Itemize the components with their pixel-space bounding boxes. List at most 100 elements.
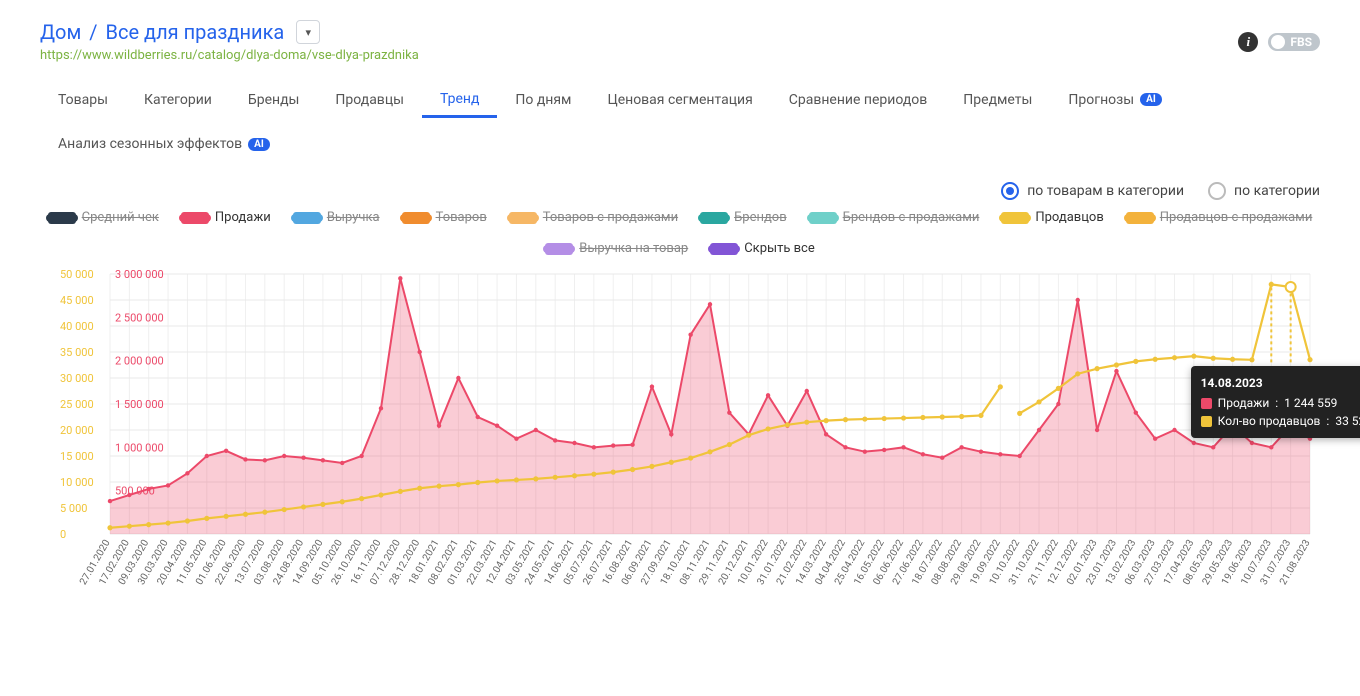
tab-бренды[interactable]: Бренды xyxy=(230,81,318,118)
legend-swatch-icon xyxy=(402,212,430,224)
svg-text:25 000: 25 000 xyxy=(60,398,94,411)
tooltip-sellers-label: Кол-во продавцов xyxy=(1218,412,1321,430)
svg-text:10 000: 10 000 xyxy=(60,476,94,489)
svg-text:15 000: 15 000 xyxy=(60,450,94,463)
legend-item[interactable]: Товаров с продажами xyxy=(509,210,678,225)
tab-label: Бренды xyxy=(248,92,300,108)
tab-тренд[interactable]: Тренд xyxy=(422,81,497,118)
legend-label: Продавцов xyxy=(1035,210,1103,225)
chart-tooltip: 14.08.2023 Продажи: 1 244 559 Кол-во про… xyxy=(1191,366,1360,438)
svg-text:2 000 000: 2 000 000 xyxy=(115,355,164,368)
svg-text:20 000: 20 000 xyxy=(60,424,94,437)
svg-text:50 000: 50 000 xyxy=(60,268,94,281)
svg-text:35 000: 35 000 xyxy=(60,346,94,359)
ai-badge: AI xyxy=(1140,93,1162,106)
fbs-toggle[interactable]: FBS xyxy=(1268,33,1320,51)
tab-сравнение-периодов[interactable]: Сравнение периодов xyxy=(771,81,946,118)
ai-badge: AI xyxy=(248,138,270,151)
tooltip-sellers-value: 33 527 xyxy=(1335,412,1360,430)
tooltip-sales-label: Продажи xyxy=(1218,394,1270,412)
legend-label: Продавцов с продажами xyxy=(1160,210,1313,225)
fbs-label: FBS xyxy=(1290,35,1312,49)
tab-label: Тренд xyxy=(440,91,479,107)
category-url[interactable]: https://www.wildberries.ru/catalog/dlya-… xyxy=(40,48,419,63)
breadcrumb-sep: / xyxy=(89,20,97,44)
tab-по-дням[interactable]: По дням xyxy=(497,81,589,118)
legend-swatch-icon xyxy=(1001,212,1029,224)
svg-text:3 000 000: 3 000 000 xyxy=(115,268,164,281)
tabs: Товары Категории Бренды Продавцы Тренд По дня… xyxy=(40,81,1320,162)
tooltip-row-sellers: Кол-во продавцов: 33 527 xyxy=(1201,412,1360,430)
tooltip-row-sales: Продажи: 1 244 559 xyxy=(1201,394,1360,412)
svg-text:1 000 000: 1 000 000 xyxy=(115,441,164,454)
legend-swatch-icon xyxy=(509,212,537,224)
tab-ценовая-сегментация[interactable]: Ценовая сегментация xyxy=(589,81,770,118)
tab-label: Продавцы xyxy=(335,92,404,108)
svg-text:5 000: 5 000 xyxy=(60,502,87,515)
header-right: i FBS xyxy=(1238,32,1320,52)
breadcrumb-dropdown[interactable]: ▾ xyxy=(296,20,320,44)
legend-label: Брендов с продажами xyxy=(843,210,980,225)
legend-swatch-icon xyxy=(48,212,76,224)
tab-продавцы[interactable]: Продавцы xyxy=(317,81,422,118)
legend-swatch-icon xyxy=(181,212,209,224)
legend-label: Брендов xyxy=(734,210,787,225)
tab-анализ-сезонных-эффектов[interactable]: Анализ сезонных эффектов AI xyxy=(40,126,288,162)
chart-legend: Средний чек Продажи Выручка Товаров Товаров … xyxy=(40,210,1320,256)
tab-прогнозы[interactable]: Прогнозы AI xyxy=(1050,81,1179,118)
tab-label: Категории xyxy=(144,92,212,108)
legend-item[interactable]: Выручка на товар xyxy=(545,241,688,256)
legend-item[interactable]: Товаров xyxy=(402,210,487,225)
legend-item[interactable]: Скрыть все xyxy=(710,241,815,256)
svg-text:30 000: 30 000 xyxy=(60,372,94,385)
tooltip-swatch-icon xyxy=(1201,416,1212,427)
legend-label: Скрыть все xyxy=(744,241,815,256)
legend-item[interactable]: Средний чек xyxy=(48,210,159,225)
toggle-knob-icon xyxy=(1271,35,1285,49)
legend-item[interactable]: Продавцов с продажами xyxy=(1126,210,1313,225)
legend-item[interactable]: Выручка xyxy=(293,210,380,225)
tab-label: Прогнозы xyxy=(1068,92,1134,108)
tab-label: Сравнение периодов xyxy=(789,92,928,108)
tooltip-title: 14.08.2023 xyxy=(1201,374,1360,392)
legend-swatch-icon xyxy=(700,212,728,224)
radio-icon xyxy=(1208,182,1226,200)
legend-label: Выручка xyxy=(327,210,380,225)
trend-chart[interactable]: 0 5 000 10 000 15 000 20 000 25 000 30 000 35 0… xyxy=(40,264,1320,604)
legend-swatch-icon xyxy=(809,212,837,224)
breadcrumb-category[interactable]: Все для праздника xyxy=(106,20,285,44)
tab-категории[interactable]: Категории xyxy=(126,81,230,118)
legend-label: Товаров с продажами xyxy=(543,210,678,225)
svg-text:40 000: 40 000 xyxy=(60,320,94,333)
legend-swatch-icon xyxy=(545,243,573,255)
svg-text:1 500 000: 1 500 000 xyxy=(115,398,164,411)
radio-label: по товарам в категории xyxy=(1027,183,1184,199)
tab-label: Ценовая сегментация xyxy=(607,92,752,108)
legend-swatch-icon xyxy=(710,243,738,255)
radio-icon xyxy=(1001,182,1019,200)
tab-товары[interactable]: Товары xyxy=(40,81,126,118)
legend-label: Товаров xyxy=(436,210,487,225)
legend-swatch-icon xyxy=(293,212,321,224)
tab-label: По дням xyxy=(515,92,571,108)
breadcrumb-home[interactable]: Дом xyxy=(40,20,81,44)
legend-item[interactable]: Продажи xyxy=(181,210,271,225)
legend-item[interactable]: Продавцов xyxy=(1001,210,1103,225)
tab-label: Предметы xyxy=(963,92,1032,108)
tooltip-sales-value: 1 244 559 xyxy=(1284,394,1337,412)
svg-text:45 000: 45 000 xyxy=(60,294,94,307)
legend-item[interactable]: Брендов с продажами xyxy=(809,210,980,225)
tab-предметы[interactable]: Предметы xyxy=(945,81,1050,118)
tab-label: Анализ сезонных эффектов xyxy=(58,136,242,152)
tab-label: Товары xyxy=(58,92,108,108)
info-icon[interactable]: i xyxy=(1238,32,1258,52)
legend-label: Средний чек xyxy=(82,210,159,225)
legend-swatch-icon xyxy=(1126,212,1154,224)
svg-text:0: 0 xyxy=(60,528,66,541)
page-root: Дом / Все для праздника ▾ https://www.wi… xyxy=(0,0,1360,624)
legend-item[interactable]: Брендов xyxy=(700,210,787,225)
radio-by-products[interactable]: по товарам в категории xyxy=(1001,182,1184,200)
radio-by-category[interactable]: по категории xyxy=(1208,182,1320,200)
legend-label: Продажи xyxy=(215,210,271,225)
breadcrumb: Дом / Все для праздника ▾ xyxy=(40,20,419,44)
